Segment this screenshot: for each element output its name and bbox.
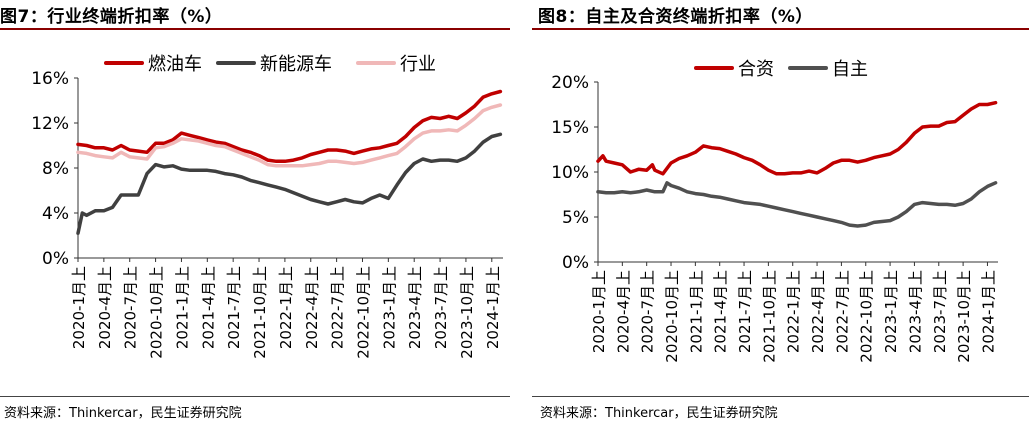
series-line-2: [596, 181, 998, 228]
chart-panel-left: 图7：行业终端折扣率（%） 0% 4% 8% 12% 16% 2020-1月上 2020-4…: [0, 7, 510, 421]
title-rule-left: [0, 28, 510, 30]
x-tick-label: 2023-10月上: [458, 266, 476, 359]
y-tick-label: 5%: [562, 208, 589, 228]
x-tick-label: 2022-4月上: [809, 270, 827, 353]
x-tick-label: 2023-4月上: [906, 270, 924, 353]
legend-label-3: 行业: [400, 54, 436, 75]
x-tick-label: 2022-10月上: [858, 270, 876, 363]
y-tick-label: 12%: [31, 114, 69, 134]
x-tick-label: 2021-7月上: [736, 270, 754, 353]
series-line-1: [76, 89, 503, 164]
x-tick-label: 2022-4月上: [303, 266, 321, 349]
x-tick-label: 2020-7月上: [122, 266, 140, 349]
x-tick-label: 2022-1月上: [785, 270, 803, 353]
legend-label-2: 新能源车: [260, 54, 332, 75]
x-tick-label: 2021-10月上: [760, 270, 778, 363]
x-tick-label: 2020-4月上: [614, 270, 632, 353]
y-tick-label: 4%: [42, 204, 69, 224]
source-note-right: 资料来源：Thinkercar，民生证券研究院: [540, 406, 778, 421]
x-tick-label: 2023-10月上: [955, 270, 973, 363]
y-tick-label: 0%: [42, 249, 69, 269]
x-tick-label: 2024-1月上: [484, 266, 502, 349]
x-tick-label: 2024-1月上: [979, 270, 997, 353]
line-chart-dealer-discount-by-powertrain: 0% 4% 8% 12% 16% 2020-1月上 2020-4月上 2020-7月上 2020…: [31, 54, 503, 359]
source-rule-left: [0, 396, 510, 397]
x-tick-label: 2020-10月上: [148, 266, 166, 359]
panel-title-left: 图7：行业终端折扣率（%）: [0, 7, 223, 27]
y-tick-label: 16%: [31, 69, 69, 89]
legend-label-2: 自主: [832, 59, 868, 80]
x-tick-label: 2023-1月上: [882, 270, 900, 353]
legend-label-1: 燃油车: [148, 54, 202, 75]
x-tick-label: 2023-4月上: [406, 266, 424, 349]
x-tick-label: 2021-7月上: [225, 266, 243, 349]
panel-title-right: 图8：自主及合资终端折扣率（%）: [538, 7, 813, 27]
title-rule-right: [532, 28, 1029, 30]
x-tick-label: 2021-4月上: [712, 270, 730, 353]
line-chart-discount-domestic-vs-jv: 0% 5% 10% 15% 20% 2020-1月上 2020-4月上 2020-7月上 202…: [551, 59, 998, 363]
x-tick-label: 2020-1月上: [590, 270, 608, 353]
y-tick-label: 20%: [551, 73, 589, 93]
x-tick-label: 2022-10月上: [354, 266, 372, 359]
x-tick-label: 2020-7月上: [639, 270, 657, 353]
x-tick-label: 2021-10月上: [251, 266, 269, 359]
x-tick-label: 2021-1月上: [687, 270, 705, 353]
y-tick-label: 0%: [562, 253, 589, 273]
y-tick-label: 8%: [42, 159, 69, 179]
x-tick-label: 2022-1月上: [277, 266, 295, 349]
series-line-3: [76, 103, 503, 168]
x-tick-label: 2023-1月上: [380, 266, 398, 349]
x-tick-label: 2023-7月上: [432, 266, 450, 349]
x-tick-label: 2022-7月上: [833, 270, 851, 353]
series-line-2: [76, 132, 503, 236]
x-tick-label: 2020-1月上: [70, 266, 88, 349]
series-line-1: [596, 100, 998, 176]
source-rule-right: [532, 396, 1029, 397]
x-tick-label: 2020-10月上: [663, 270, 681, 363]
x-tick-label: 2023-7月上: [931, 270, 949, 353]
x-tick-label: 2021-1月上: [173, 266, 191, 349]
y-tick-label: 15%: [551, 118, 589, 138]
chart-panel-right: 图8：自主及合资终端折扣率（%） 0% 5% 10% 15% 20% 2020-1月上 20…: [532, 0, 1033, 427]
source-note-left: 资料来源：Thinkercar，民生证券研究院: [4, 406, 242, 421]
x-tick-label: 2021-4月上: [199, 266, 217, 349]
legend-label-1: 合资: [738, 59, 774, 80]
y-tick-label: 10%: [551, 163, 589, 183]
x-tick-label: 2022-7月上: [329, 266, 347, 349]
x-tick-label: 2020-4月上: [96, 266, 114, 349]
